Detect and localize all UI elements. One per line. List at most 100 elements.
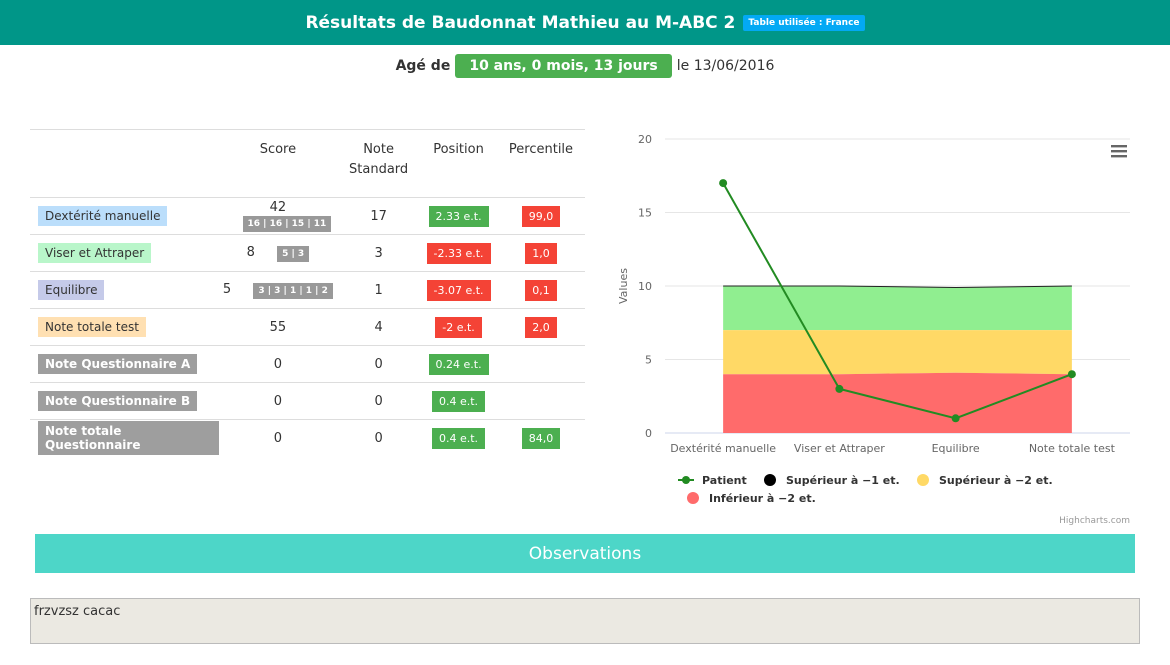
row-score-cell: 5 3 | 3 | 1 | 1 | 2 xyxy=(218,271,338,309)
row-score-cell: 0 xyxy=(218,419,338,456)
table-badge: Table utilisée : France xyxy=(743,14,865,31)
row-score: 0 xyxy=(273,356,283,372)
patient-point[interactable] xyxy=(835,384,844,393)
table-row: Note Questionnaire B 0 0 0.4 e.t. xyxy=(30,382,585,420)
table-row: Dextérité manuelle 42 16 | 16 | 15 | 11 17… xyxy=(30,197,585,235)
legend-item[interactable]: Supérieur à −2 et. xyxy=(917,474,1053,487)
table-header-row: Score Note Standard Position Percentile xyxy=(30,129,585,198)
row-name-cell: Note totale test xyxy=(30,308,219,346)
row-percentile-cell: 99,0 xyxy=(496,197,585,235)
observations-text: frzvzsz cacac xyxy=(34,604,121,619)
row-note-cell: 0 xyxy=(337,382,421,420)
header-position: Position xyxy=(420,129,497,198)
row-label: Note Questionnaire A xyxy=(38,354,198,374)
row-label: Equilibre xyxy=(38,280,105,300)
legend-item[interactable]: Supérieur à −1 et. xyxy=(764,474,900,487)
patient-point[interactable] xyxy=(719,179,728,188)
patient-point[interactable] xyxy=(1067,370,1076,379)
row-percentile-cell: 1,0 xyxy=(496,234,585,272)
header-percentile: Percentile xyxy=(496,129,585,198)
row-position: -3.07 e.t. xyxy=(426,279,491,301)
row-score: 8 xyxy=(246,244,255,260)
x-tick-label: Note totale test xyxy=(1029,442,1116,455)
row-score: 0 xyxy=(273,393,283,409)
row-name-cell: Dextérité manuelle xyxy=(30,197,219,235)
y-tick-label: 20 xyxy=(638,133,652,146)
row-label: Note totale test xyxy=(38,317,146,337)
row-score-cell: 55 xyxy=(218,308,338,346)
row-score-cell: 8 5 | 3 xyxy=(218,234,338,272)
legend-item[interactable]: Inférieur à −2 et. xyxy=(687,492,816,505)
row-position-cell: 2.33 e.t. xyxy=(420,197,497,235)
age-line: Agé de 10 ans, 0 mois, 13 jours le 13/06… xyxy=(0,52,1170,80)
row-note-cell: 1 xyxy=(337,271,421,309)
row-name-cell: Note totale Questionnaire xyxy=(30,419,219,456)
row-score: 5 xyxy=(222,281,232,297)
row-score: 0 xyxy=(273,430,283,446)
row-percentile: 2,0 xyxy=(525,316,557,338)
row-position-cell: -2 e.t. xyxy=(420,308,497,346)
row-subscores: 3 | 3 | 1 | 1 | 2 xyxy=(253,282,333,299)
x-tick-label: Dextérité manuelle xyxy=(670,442,776,455)
table-row: Note totale test 55 4 -2 e.t. 2,0 xyxy=(30,308,585,346)
row-name-cell: Note Questionnaire A xyxy=(30,345,219,383)
row-position: 0.24 e.t. xyxy=(428,353,489,375)
legend-label: Inférieur à −2 et. xyxy=(709,492,816,505)
header-note-line1: Note xyxy=(363,142,394,157)
row-percentile-cell: 0,1 xyxy=(496,271,585,309)
y-tick-label: 0 xyxy=(645,427,652,440)
row-percentile: 84,0 xyxy=(521,427,561,449)
chart-menu-icon[interactable] xyxy=(1111,145,1127,158)
row-note-cell: 0 xyxy=(337,419,421,456)
row-note-cell: 4 xyxy=(337,308,421,346)
row-score-cell: 0 xyxy=(218,382,338,420)
row-score: 42 xyxy=(269,200,287,215)
row-position: 0.4 e.t. xyxy=(431,427,486,449)
row-percentile: 1,0 xyxy=(525,242,557,264)
row-subscores: 5 | 3 xyxy=(277,245,310,262)
row-note: 0 xyxy=(374,430,383,446)
row-score: 55 xyxy=(269,319,287,335)
row-percentile-cell xyxy=(496,345,585,383)
band-yellow xyxy=(723,330,1072,375)
row-note: 1 xyxy=(374,282,383,298)
legend-label: Supérieur à −1 et. xyxy=(786,474,900,487)
row-score-cell: 42 16 | 16 | 15 | 11 xyxy=(218,197,338,235)
results-table: Score Note Standard Position Percentile … xyxy=(30,129,585,456)
band-green xyxy=(723,286,1072,331)
row-position: 0.4 e.t. xyxy=(431,390,486,412)
y-tick-label: 15 xyxy=(638,207,652,220)
y-tick-label: 10 xyxy=(638,280,652,293)
row-percentile: 0,1 xyxy=(525,279,557,301)
row-percentile-cell: 84,0 xyxy=(496,419,585,456)
row-name-cell: Equilibre xyxy=(30,271,219,309)
header-bar: Résultats de Baudonnat Mathieu au M-ABC … xyxy=(0,0,1170,45)
row-note-cell: 0 xyxy=(337,345,421,383)
header-score: Score xyxy=(218,129,338,198)
chart-credits[interactable]: Highcharts.com xyxy=(1059,516,1130,525)
observations-header: Observations xyxy=(35,534,1135,573)
row-percentile: 99,0 xyxy=(521,205,561,227)
legend-item[interactable]: Patient xyxy=(678,474,747,487)
row-note: 3 xyxy=(374,245,383,261)
row-note: 4 xyxy=(374,319,383,335)
age-date: le 13/06/2016 xyxy=(676,58,775,74)
patient-point[interactable] xyxy=(951,414,960,423)
observations-title: Observations xyxy=(528,543,642,564)
row-position: -2.33 e.t. xyxy=(426,242,491,264)
table-row: Equilibre 5 3 | 3 | 1 | 1 | 2 1 -3.07 e.t. 0… xyxy=(30,271,585,309)
row-name-cell: Note Questionnaire B xyxy=(30,382,219,420)
row-percentile-cell: 2,0 xyxy=(496,308,585,346)
age-badge: 10 ans, 0 mois, 13 jours xyxy=(455,54,672,78)
row-note-cell: 3 xyxy=(337,234,421,272)
header-name xyxy=(30,129,219,198)
table-row: Note totale Questionnaire 0 0 0.4 e.t. 84,0 xyxy=(30,419,585,456)
observations-textarea[interactable]: frzvzsz cacac xyxy=(30,598,1140,644)
row-note: 17 xyxy=(370,208,387,224)
patient-line xyxy=(722,182,1073,420)
row-percentile-cell xyxy=(496,382,585,420)
y-tick-label: 5 xyxy=(645,354,652,367)
row-position-cell: 0.4 e.t. xyxy=(420,419,497,456)
row-position: -2 e.t. xyxy=(435,316,482,338)
row-name-cell: Viser et Attraper xyxy=(30,234,219,272)
